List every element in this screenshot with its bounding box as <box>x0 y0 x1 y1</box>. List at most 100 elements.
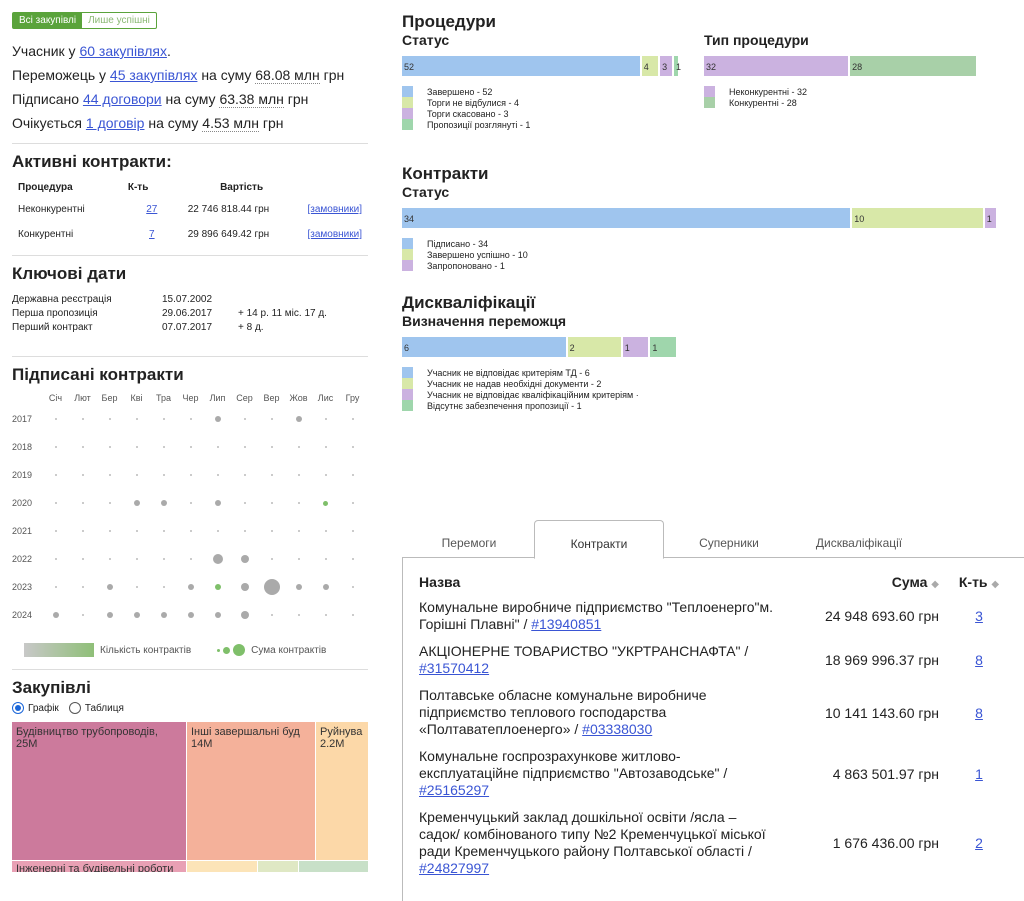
contract-dot[interactable] <box>240 583 249 591</box>
row-value: 22 746 818.44 грн <box>187 204 270 215</box>
company-name: Полтавське обласне комунальне виробниче … <box>419 687 707 737</box>
legend-item: Запропоновано - 1 <box>402 260 1024 271</box>
tab-disqualifications[interactable]: Дискваліфікації <box>815 536 903 550</box>
bar-segment[interactable]: 1 <box>674 56 681 76</box>
toggle-success[interactable]: Лише успішні <box>88 15 150 26</box>
contract-dot[interactable] <box>160 500 167 506</box>
disqualifications-title: Дискваліфікації <box>402 293 536 312</box>
signed-contracts-title: Підписані контракти <box>12 365 184 384</box>
bar-segment[interactable]: 34 <box>402 208 853 228</box>
treemap-tile[interactable] <box>187 861 257 872</box>
contract-count-link[interactable]: 1 <box>975 765 983 782</box>
contract-dot <box>81 530 84 532</box>
contract-dot[interactable] <box>106 612 113 618</box>
sort-icon[interactable]: ◆ <box>931 579 939 590</box>
contract-dot <box>297 558 300 560</box>
radio-table[interactable] <box>68 702 81 714</box>
company-code-link[interactable]: #03338030 <box>582 721 653 737</box>
treemap-tile[interactable]: Будівництво трубопроводів, 25M <box>12 722 186 860</box>
legend-label: Конкурентні - 28 <box>729 97 797 108</box>
bar-segment[interactable]: 2 <box>567 337 623 357</box>
bar-segment[interactable]: 52 <box>402 56 642 76</box>
company-code-link[interactable]: #25165297 <box>419 782 490 798</box>
contract-dot[interactable] <box>106 584 113 590</box>
contract-dot[interactable] <box>240 555 249 563</box>
contract-dot[interactable] <box>214 584 221 590</box>
bar-segment[interactable]: 32 <box>704 56 851 76</box>
bar-segment[interactable]: 28 <box>850 56 978 76</box>
buyers-link[interactable]: [замовники] <box>307 204 362 215</box>
treemap-tile[interactable] <box>258 861 298 872</box>
signed-link[interactable]: 44 договори <box>82 91 162 107</box>
contract-dot[interactable] <box>160 612 167 618</box>
participant-link[interactable]: 60 закупівлях <box>79 43 167 59</box>
company-code-link[interactable]: #13940851 <box>531 616 602 632</box>
contract-dot <box>81 418 84 420</box>
contract-dot <box>189 502 192 504</box>
contract-count-link[interactable]: 3 <box>975 608 983 624</box>
tab-competitors[interactable]: Суперники <box>699 536 759 550</box>
contract-dot[interactable] <box>295 416 302 422</box>
legend-swatch-icon <box>402 249 413 260</box>
contract-dot[interactable] <box>214 500 221 506</box>
contract-dot[interactable] <box>133 612 140 618</box>
bar-segment[interactable]: 1 <box>622 337 651 357</box>
expected-link[interactable]: 1 договір <box>85 115 145 131</box>
contract-dot[interactable] <box>295 584 302 590</box>
radio-chart[interactable] <box>12 702 24 714</box>
summary: Учасник у 60 закупівлях. Переможець у 45… <box>12 39 368 135</box>
tab-contracts[interactable]: Контракти <box>534 520 664 559</box>
bar-segment[interactable]: 3 <box>660 56 674 76</box>
contract-count-link[interactable]: 8 <box>975 652 983 668</box>
row-count-link[interactable]: 27 <box>146 204 158 215</box>
contract-dot <box>297 474 300 476</box>
treemap-tile[interactable]: Інженерні та будівельні роботи <box>12 861 186 872</box>
row-count-link[interactable]: 7 <box>149 229 155 240</box>
col-sum[interactable]: Сума ◆ <box>779 574 939 591</box>
procedure-status-legend: Завершено - 52 Торги не відбулися - 4 Торг… <box>402 86 704 130</box>
treemap-tile[interactable]: Інші завершальні буд 14M <box>187 722 315 860</box>
winner-link[interactable]: 45 закупівлях <box>109 67 198 83</box>
contract-dot[interactable] <box>212 554 223 564</box>
contract-dot[interactable] <box>187 612 194 618</box>
contract-dot[interactable] <box>322 584 329 590</box>
legend-swatch-icon <box>402 367 413 378</box>
bar-segment[interactable]: 4 <box>641 56 661 76</box>
legend-label: Торги не відбулися - 4 <box>427 97 520 108</box>
contract-count-link[interactable]: 2 <box>975 835 983 851</box>
contract-dot[interactable] <box>263 579 280 595</box>
year-label: 2018 <box>12 442 33 452</box>
sort-icon[interactable]: ◆ <box>991 579 1000 590</box>
contract-dot[interactable] <box>214 612 221 618</box>
col-count[interactable]: К-ть ◆ <box>939 574 1019 591</box>
treemap-tile[interactable] <box>299 861 368 872</box>
legend-swatch-icon <box>402 119 413 130</box>
table-row: Полтавське обласне комунальне виробниче … <box>403 687 1024 738</box>
company-code-link[interactable]: #31570412 <box>419 660 490 676</box>
legend-swatch-icon <box>402 97 413 108</box>
contract-dot <box>189 418 192 420</box>
contracts-table: Назва Сума ◆ К-ть ◆ Комунальне виробниче… <box>402 558 1024 901</box>
tab-wins[interactable]: Перемоги <box>441 536 497 550</box>
toggle-all[interactable]: Всі закупівлі <box>13 13 83 28</box>
col-procedure: Процедура <box>18 182 73 193</box>
bar-segment[interactable]: 10 <box>852 208 985 228</box>
buyers-link[interactable]: [замовники] <box>307 229 362 240</box>
contract-sum: 10 141 143.60 грн <box>824 704 939 721</box>
contract-dot[interactable] <box>133 500 140 506</box>
contract-dot[interactable] <box>214 416 221 422</box>
contract-dot[interactable] <box>323 500 328 506</box>
contract-count-link[interactable]: 8 <box>975 704 983 721</box>
contract-dot[interactable] <box>52 612 59 618</box>
treemap-tile[interactable]: Руйнува 2.2M <box>316 722 368 860</box>
bar-segment[interactable]: 1 <box>984 208 998 228</box>
company-code-link[interactable]: #24827997 <box>419 860 490 876</box>
tile-value: 2.2M <box>320 738 345 750</box>
legend-item: Пропозиції розглянуті - 1 <box>402 119 704 130</box>
contract-dot[interactable] <box>187 584 194 590</box>
bar-segment[interactable]: 1 <box>650 337 678 357</box>
contract-dot[interactable] <box>240 611 249 619</box>
legend-swatch-icon <box>402 389 413 400</box>
bar-segment[interactable]: 6 <box>402 337 568 357</box>
contract-dot <box>81 502 84 504</box>
